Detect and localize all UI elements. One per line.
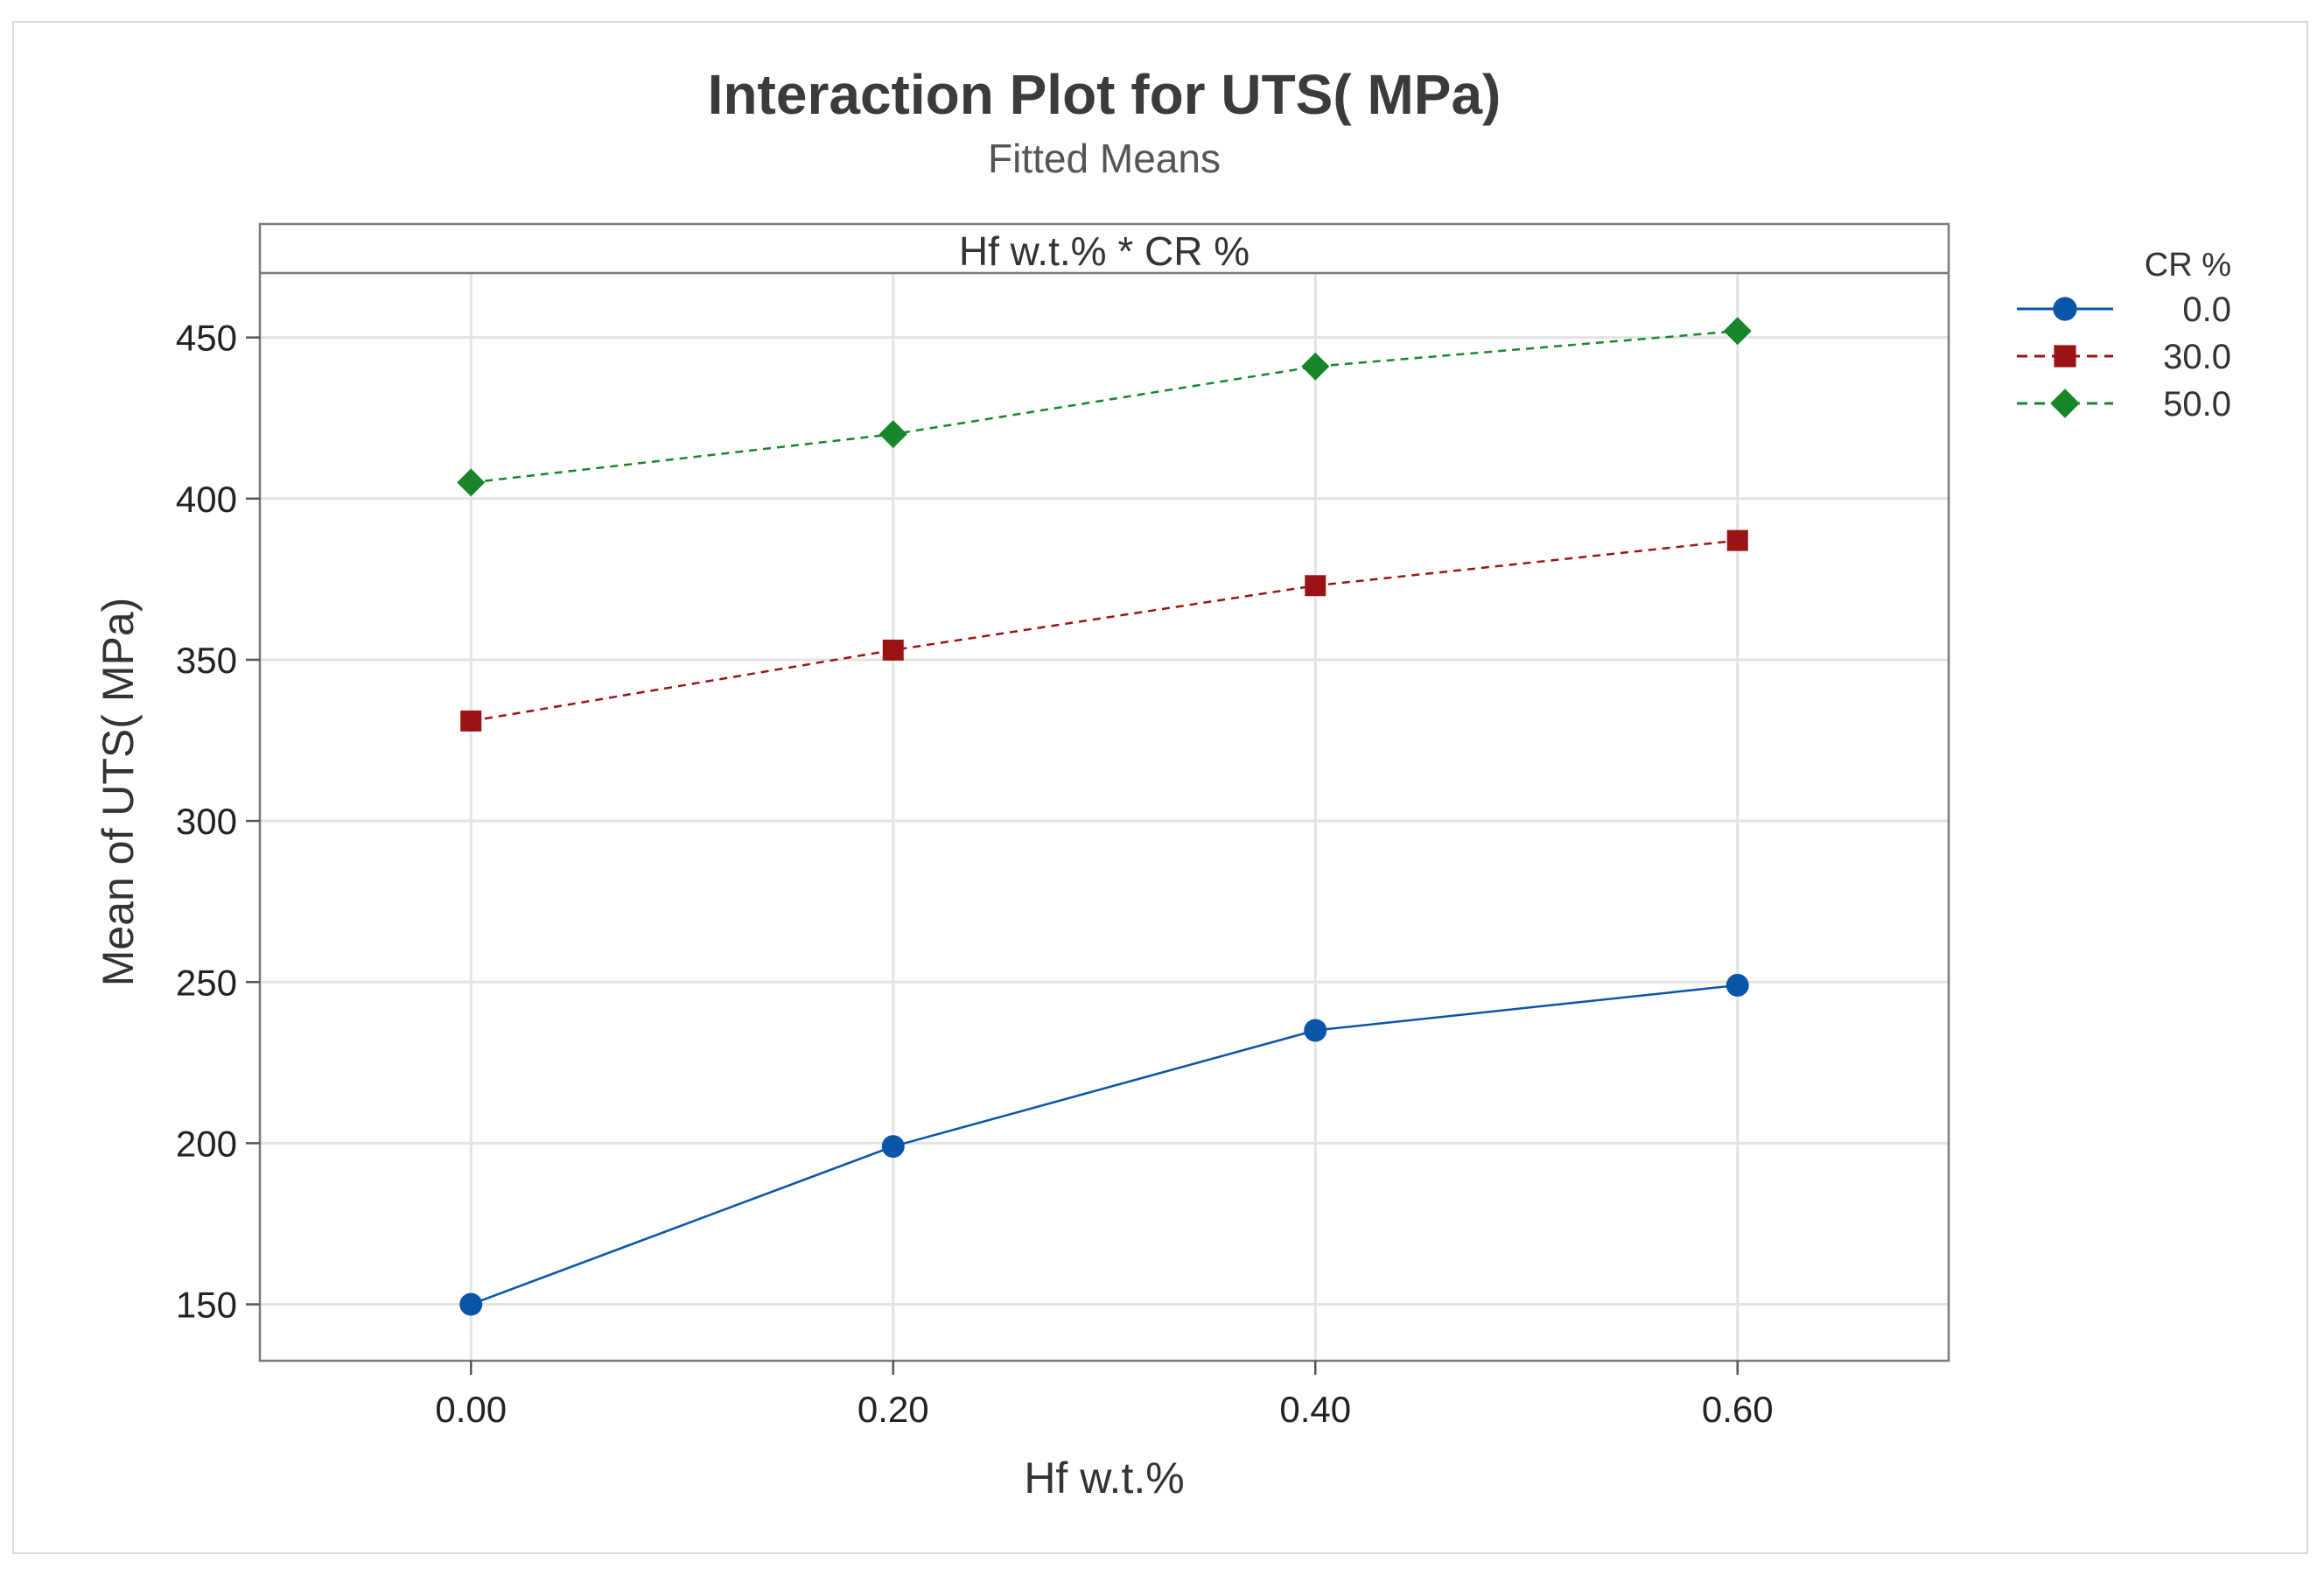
series-50.0 (457, 317, 1752, 497)
data-point (881, 1135, 905, 1159)
y-tick-label: 350 (176, 640, 237, 681)
y-tick-label: 400 (176, 479, 237, 520)
legend-item: 0.0 (2017, 291, 2231, 329)
x-tick-label: 0.60 (1702, 1389, 1774, 1430)
chart-title: Interaction Plot for UTS( MPa) (708, 63, 1502, 126)
chart-frame (12, 21, 2308, 1554)
series-group (457, 317, 1752, 1316)
data-point (1305, 575, 1326, 597)
y-tick-label: 250 (176, 962, 237, 1003)
series-line (471, 330, 1738, 484)
y-axis-ticks: 150 200 250 300 350 400 450 (176, 318, 260, 1326)
plot-border (258, 222, 1950, 1362)
chart-subtitle: Fitted Means (988, 136, 1221, 181)
data-point (459, 1292, 483, 1316)
series-0.0 (459, 973, 1749, 1316)
x-tick-label: 0.00 (435, 1389, 507, 1430)
x-tick-label: 0.20 (858, 1389, 929, 1430)
data-point (1723, 317, 1752, 346)
y-axis-label: Mean of UTS( MPa) (94, 598, 143, 987)
legend-marker (2053, 297, 2077, 321)
plot-panel (258, 222, 1950, 1362)
y-tick-label: 150 (176, 1285, 237, 1326)
y-tick-label: 450 (176, 318, 237, 359)
legend: CR % 0.0 30.0 50.0 (2017, 247, 2231, 424)
data-point (1301, 352, 1330, 381)
y-tick-label: 300 (176, 801, 237, 842)
x-axis-label: Hf w.t.% (1024, 1453, 1184, 1502)
data-point (460, 710, 482, 732)
legend-item: 30.0 (2017, 338, 2231, 376)
data-point (1304, 1019, 1327, 1042)
panel-label: Hf w.t.% * CR % (959, 228, 1250, 274)
data-point (882, 639, 904, 661)
data-point (1726, 973, 1749, 997)
x-tick-label: 0.40 (1279, 1389, 1351, 1430)
data-point (878, 420, 907, 449)
legend-label: 0.0 (2182, 291, 2231, 329)
legend-label: 30.0 (2163, 338, 2231, 376)
legend-item: 50.0 (2017, 385, 2231, 424)
legend-marker (2050, 389, 2080, 418)
legend-title: CR % (2145, 247, 2231, 284)
series-line (470, 984, 1738, 1306)
series-30.0 (460, 529, 1748, 732)
x-axis-ticks: 0.00 0.20 0.40 0.60 (435, 1361, 1774, 1430)
data-point (457, 468, 486, 497)
series-line (471, 539, 1738, 723)
y-tick-label: 200 (176, 1123, 237, 1164)
grid-lines (260, 273, 1949, 1361)
legend-marker (2054, 345, 2076, 368)
legend-label: 50.0 (2163, 385, 2231, 424)
data-point (1726, 529, 1748, 551)
